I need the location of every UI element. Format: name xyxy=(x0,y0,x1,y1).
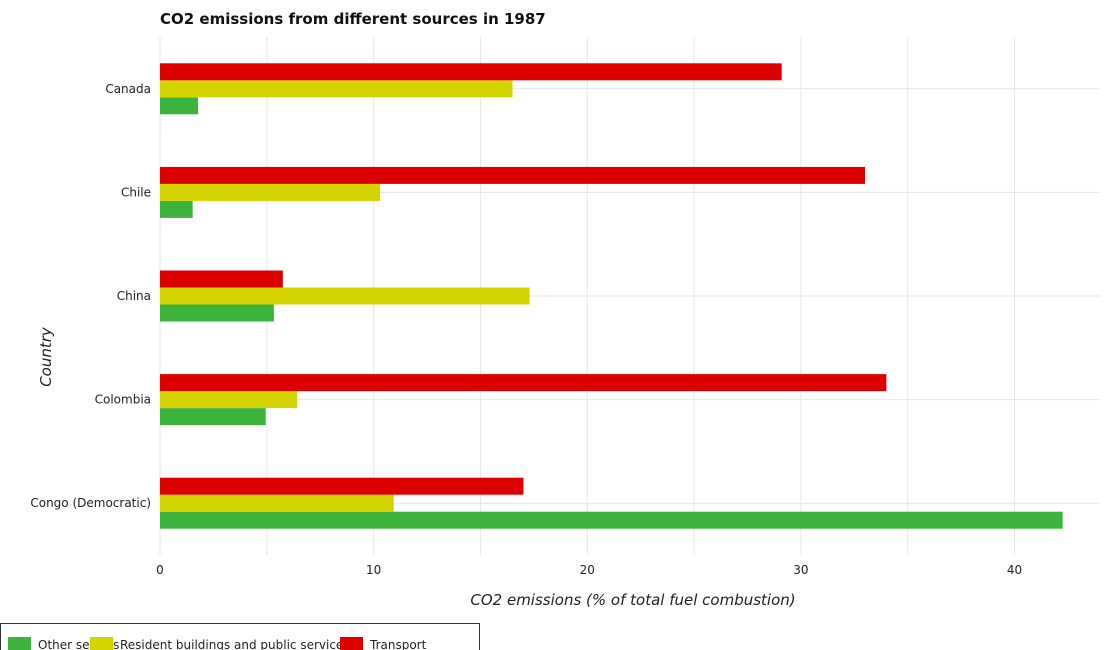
y-tick-label: Congo (Democratic) xyxy=(30,496,151,510)
bar-other-sectors-congo-democratic- xyxy=(160,511,1063,529)
y-tick-label: Chile xyxy=(121,185,151,199)
bar-resident-buildings-and-public-services-china xyxy=(160,287,530,305)
bar-transport-colombia xyxy=(160,374,887,392)
bar-transport-china xyxy=(160,270,283,288)
x-tick-label: 0 xyxy=(156,563,164,577)
y-tick-label: Colombia xyxy=(95,393,151,407)
bar-resident-buildings-and-public-services-chile xyxy=(160,183,381,201)
x-axis-label: CO2 emissions (% of total fuel combustio… xyxy=(470,591,795,609)
legend-swatch xyxy=(8,637,31,650)
y-axis-label: Country xyxy=(37,326,55,387)
bar-other-sectors-chile xyxy=(160,200,193,218)
bar-resident-buildings-and-public-services-congo-democratic- xyxy=(160,494,394,512)
x-tick-label: 30 xyxy=(793,563,808,577)
legend-label: Resident buildings and public services xyxy=(120,638,350,650)
chart-title: CO2 emissions from different sources in … xyxy=(160,10,546,28)
legend-box xyxy=(0,623,480,650)
bar-resident-buildings-and-public-services-canada xyxy=(160,80,513,98)
x-tick-label: 20 xyxy=(580,563,595,577)
bar-transport-canada xyxy=(160,63,782,81)
legend: Other sectors Resident buildings and publ… xyxy=(0,623,480,650)
bar-transport-congo-democratic- xyxy=(160,477,524,495)
bar-other-sectors-colombia xyxy=(160,408,266,426)
legend-label: Transport xyxy=(369,638,427,650)
legend-swatch xyxy=(90,637,113,650)
bar-other-sectors-china xyxy=(160,304,274,322)
bar-resident-buildings-and-public-services-colombia xyxy=(160,391,298,409)
y-tick-label: Canada xyxy=(105,82,151,96)
bars-layer xyxy=(160,63,1063,529)
y-tick-label: China xyxy=(117,289,151,303)
x-tick-label: 10 xyxy=(366,563,381,577)
x-tick-label: 40 xyxy=(1007,563,1022,577)
legend-swatch xyxy=(340,637,363,650)
axes-layer: 0 10 20 30 40 Canada Chile China Colombia Congo (… xyxy=(30,82,1022,577)
bar-other-sectors-canada xyxy=(160,97,199,115)
bar-transport-chile xyxy=(160,166,865,184)
